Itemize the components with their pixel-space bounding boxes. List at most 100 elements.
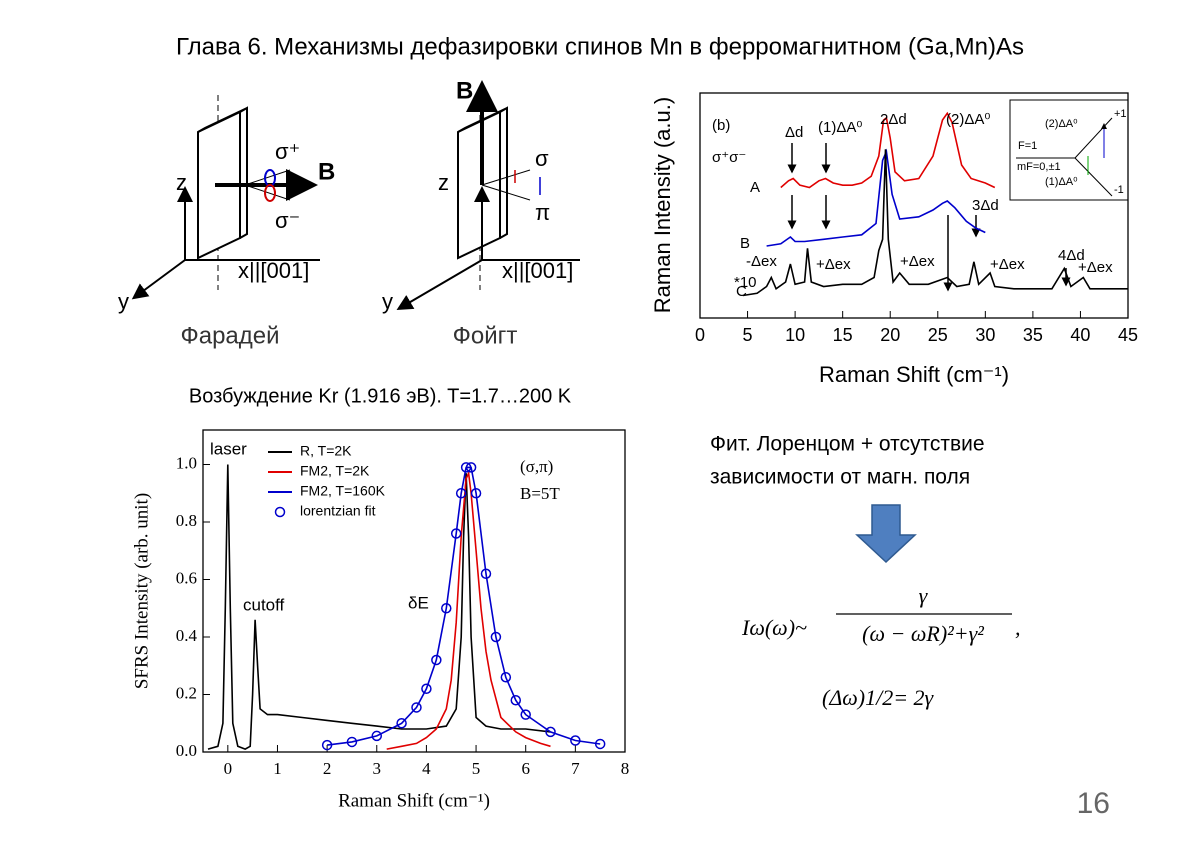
series-line — [780, 111, 996, 189]
axis-label: x||[001] — [238, 258, 309, 283]
x-tick-label: 45 — [1118, 325, 1138, 345]
fit-marker — [570, 735, 581, 746]
fit-marker — [450, 528, 462, 539]
formula-lhs: Iω(ω)~ — [741, 615, 807, 640]
legend-label: lorentzian fit — [300, 503, 376, 519]
annotation: (1)ΔA⁰ — [1045, 176, 1078, 188]
x-axis-label: Raman Shift (cm⁻¹) — [338, 790, 490, 811]
series-line — [766, 148, 986, 247]
plot-frame — [699, 92, 1129, 319]
x-tick-label: 30 — [975, 325, 995, 345]
series-label: C — [736, 283, 747, 300]
down-arrow — [855, 504, 917, 564]
x-tick-label: 0 — [224, 759, 233, 778]
annotation: δE — [408, 593, 429, 612]
fit-text: Фит. Лоренцом + отсутствие — [710, 433, 985, 456]
x-tick-label: 15 — [833, 325, 853, 345]
annotation: 2Δd — [880, 111, 907, 128]
axis-label: y — [118, 289, 129, 314]
x-axis-label: Raman Shift (cm⁻¹) — [819, 362, 1009, 387]
fit-text: зависимости от магн. поля — [710, 466, 970, 489]
legend-label: R, T=2K — [300, 443, 352, 459]
y-tick-label: 0.4 — [176, 626, 198, 645]
x-tick-label: 2 — [323, 759, 332, 778]
annotation: +Δex — [990, 256, 1025, 273]
x-tick-label: 1 — [273, 759, 282, 778]
page-number: 16 — [1077, 787, 1110, 820]
formula-comma: , — [1015, 615, 1021, 640]
caption: Возбуждение Kr (1.916 эВ). T=1.7…200 K — [189, 385, 572, 407]
fit-marker — [460, 462, 472, 473]
annotation: F=1 — [1018, 140, 1037, 152]
annotation: (2)ΔA⁰ — [946, 111, 990, 128]
x-tick-label: 7 — [571, 759, 580, 778]
x-tick-label: 4 — [422, 759, 431, 778]
annotation: (σ,π) — [520, 457, 553, 476]
annotation: +Δex — [900, 253, 935, 270]
faraday-diagram — [131, 95, 320, 300]
annotation: +Δex — [1078, 259, 1113, 276]
fit-marker — [490, 631, 502, 643]
legend-label: FM2, T=2K — [300, 463, 370, 479]
fit-marker — [520, 709, 531, 720]
y-tick-label: 1.0 — [176, 453, 197, 472]
annotation: 3Δd — [972, 197, 999, 214]
y-axis-label: Raman Intensity (a.u.) — [650, 97, 675, 313]
annotation: B=5T — [520, 484, 560, 503]
fit-marker — [480, 568, 492, 579]
fit-marker — [465, 462, 477, 473]
x-tick-label: 25 — [928, 325, 948, 345]
axis-label: x||[001] — [502, 258, 573, 283]
polarization-label: σ — [535, 146, 549, 171]
annotation: -Δex — [746, 253, 777, 270]
x-tick-label: 20 — [880, 325, 900, 345]
y-tick-label: 0.0 — [176, 741, 197, 760]
annotation: 4Δd — [1058, 247, 1085, 264]
x-tick-label: 10 — [785, 325, 805, 345]
x-tick-label: 5 — [743, 325, 753, 345]
x-tick-label: 0 — [695, 325, 705, 345]
fit-marker — [411, 702, 422, 713]
annotation: +1 — [1114, 108, 1127, 120]
axis-label: y — [382, 289, 393, 314]
series-line — [207, 464, 551, 750]
axis-label: z — [438, 170, 449, 195]
annotation: (1)ΔA⁰ — [818, 119, 862, 136]
annotation: +Δex — [816, 256, 851, 273]
fit-marker — [500, 672, 512, 683]
fit-marker — [545, 726, 556, 738]
fit-marker — [371, 730, 383, 742]
fit-marker — [396, 718, 407, 729]
series-label: B — [740, 235, 750, 252]
y-axis-label: SFRS Intensity (arb. unit) — [131, 493, 152, 689]
voigt-diagram — [396, 80, 580, 311]
field-label: B — [456, 77, 473, 104]
x-tick-label: 6 — [521, 759, 530, 778]
fit-marker — [421, 683, 432, 694]
x-tick-label: 3 — [373, 759, 382, 778]
series-line — [386, 470, 551, 750]
annotation: -1 — [1114, 184, 1124, 196]
annotation: mF=0,±1 — [1017, 161, 1061, 173]
slide-title: Глава 6. Механизмы дефазировки спинов Mn… — [176, 33, 1024, 60]
fit-marker — [431, 654, 442, 666]
x-tick-label: 8 — [621, 759, 630, 778]
formula-half-width: (Δω)1/2= 2γ — [822, 685, 935, 710]
formula-numerator: γ — [919, 583, 929, 608]
fit-marker — [594, 738, 606, 750]
formula-denominator: (ω − ωR)²+γ² — [862, 621, 984, 646]
annotation: *10 — [734, 274, 757, 291]
polarization-label: σ⁺ — [275, 139, 300, 164]
y-tick-label: 0.2 — [176, 683, 197, 702]
axis-label: z — [176, 170, 187, 195]
annotation: laser — [210, 439, 247, 458]
fit-marker — [441, 603, 452, 614]
polarization-label: π — [535, 200, 550, 225]
x-tick-label: 5 — [472, 759, 481, 778]
diagram-label: Фарадей — [180, 322, 279, 349]
series-label: A — [750, 179, 760, 196]
annotation: cutoff — [243, 595, 285, 614]
legend-marker — [274, 506, 286, 518]
series-line — [742, 149, 1128, 297]
